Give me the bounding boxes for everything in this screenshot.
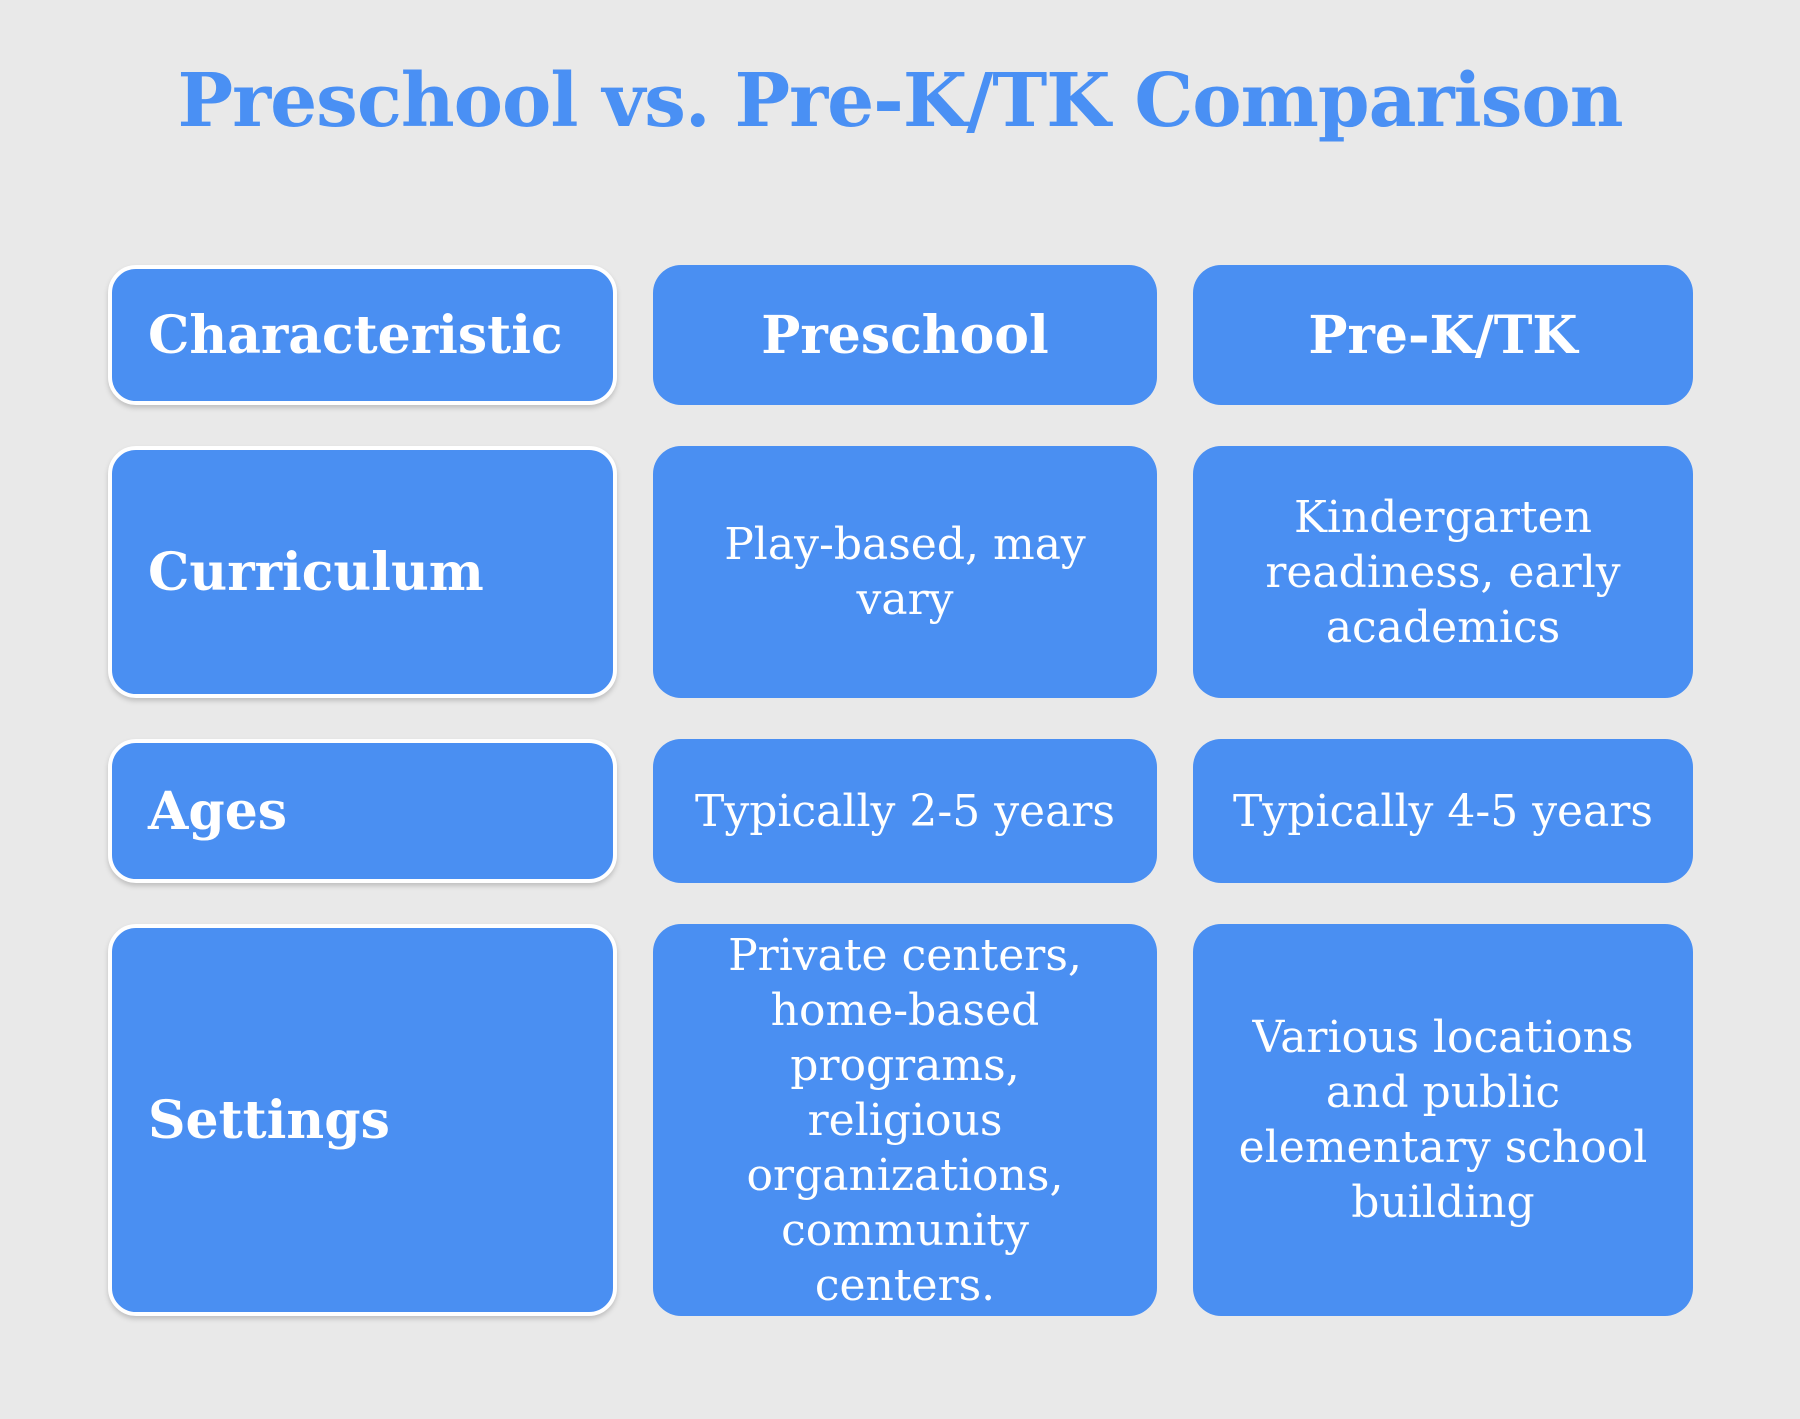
header-cell-characteristic: Characteristic: [108, 265, 617, 405]
header-cell-prek-tk: Pre-K/TK: [1193, 265, 1693, 405]
cell-text: Kindergarten readiness, early academics: [1265, 491, 1621, 653]
page-title: Preschool vs. Pre-K/TK Comparison: [177, 58, 1623, 144]
header-label: Pre-K/TK: [1308, 304, 1578, 366]
row-label-curriculum: Curriculum: [108, 446, 617, 698]
header-label: Characteristic: [148, 304, 563, 366]
row-label-ages: Ages: [108, 739, 617, 883]
row-label-text: Ages: [148, 780, 288, 842]
row-label-text: Settings: [148, 1089, 390, 1151]
comparison-table: Characteristic Preschool Pre-K/TK Curric…: [108, 265, 1693, 1316]
cell-text: Typically 2-5 years: [695, 785, 1115, 837]
row-label-text: Curriculum: [148, 541, 484, 603]
cell-text: Play-based, may vary: [724, 519, 1086, 625]
cell-curriculum-prek-tk: Kindergarten readiness, early academics: [1193, 446, 1693, 698]
header-cell-preschool: Preschool: [653, 265, 1157, 405]
cell-curriculum-preschool: Play-based, may vary: [653, 446, 1157, 698]
cell-text: Various locations and public elementary …: [1238, 1012, 1648, 1228]
header-label: Preschool: [761, 304, 1049, 366]
cell-text: Private centers, home-based programs, re…: [728, 929, 1082, 1311]
cell-ages-preschool: Typically 2-5 years: [653, 739, 1157, 883]
cell-settings-preschool: Private centers, home-based programs, re…: [653, 924, 1157, 1316]
cell-ages-prek-tk: Typically 4-5 years: [1193, 739, 1693, 883]
cell-settings-prek-tk: Various locations and public elementary …: [1193, 924, 1693, 1316]
cell-text: Typically 4-5 years: [1233, 785, 1653, 837]
row-label-settings: Settings: [108, 924, 617, 1316]
